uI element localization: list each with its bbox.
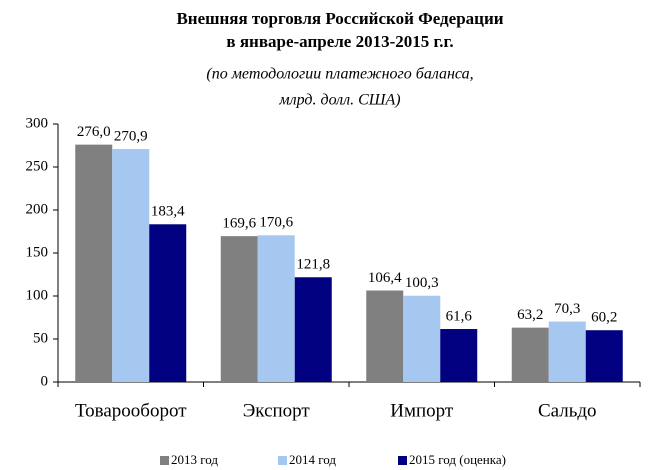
value-label: 270,9	[114, 128, 148, 144]
chart-subtitle: (по методологии платежного баланса,	[206, 66, 473, 83]
bar	[548, 321, 586, 382]
legend-label: 2015 год (оценка)	[409, 452, 506, 467]
bar	[220, 236, 258, 382]
y-tick-label: 100	[26, 287, 49, 303]
y-tick-label: 50	[33, 330, 48, 346]
value-label: 121,8	[296, 257, 330, 273]
value-label: 63,2	[517, 307, 543, 323]
chart-title: в январе-апреле 2013-2015 г.г.	[226, 32, 453, 51]
y-tick-label: 200	[26, 201, 49, 217]
x-tick-label: Импорт	[390, 400, 454, 421]
bar	[294, 277, 332, 382]
bar	[440, 329, 478, 382]
legend-swatch	[398, 456, 407, 465]
legend-swatch	[278, 456, 287, 465]
legend-label: 2014 год	[289, 452, 336, 467]
y-tick-label: 150	[26, 244, 49, 260]
x-tick-label: Товарооборот	[75, 400, 187, 421]
bar	[257, 235, 295, 382]
bar	[511, 327, 549, 382]
value-label: 276,0	[77, 124, 111, 140]
value-label: 170,6	[259, 215, 293, 231]
bar	[585, 330, 623, 382]
chart-subtitle: млрд. долл. США)	[278, 92, 400, 109]
bar	[366, 290, 404, 382]
value-label: 61,6	[446, 308, 473, 324]
value-label: 100,3	[405, 275, 439, 291]
legend-swatch	[160, 456, 169, 465]
value-label: 106,4	[368, 270, 402, 286]
bar	[75, 144, 113, 382]
value-label: 183,4	[151, 204, 185, 220]
value-label: 169,6	[222, 216, 256, 232]
y-tick-label: 0	[41, 373, 49, 389]
chart-title: Внешняя торговля Российской Федерации	[176, 9, 503, 28]
y-tick-label: 300	[26, 115, 49, 131]
bar	[112, 149, 150, 382]
x-tick-label: Экспорт	[243, 400, 311, 421]
value-label: 70,3	[554, 301, 580, 317]
y-tick-label: 250	[26, 158, 49, 174]
value-label: 60,2	[591, 310, 617, 326]
bar	[149, 224, 187, 382]
x-tick-label: Сальдо	[538, 400, 597, 421]
legend-label: 2013 год	[171, 452, 218, 467]
bar	[403, 295, 441, 382]
